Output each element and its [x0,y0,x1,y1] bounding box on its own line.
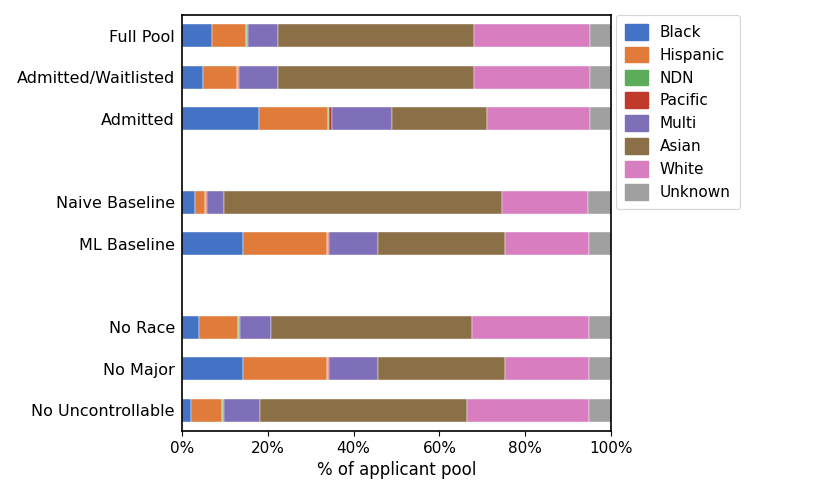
Bar [222,399,223,422]
Bar [195,191,205,214]
Bar [246,24,247,47]
Bar [474,66,590,89]
Bar [278,24,474,47]
Bar [211,24,246,47]
Bar [329,357,377,380]
Bar [271,316,472,339]
Bar [239,316,240,339]
Bar [259,107,328,130]
Bar [238,66,239,89]
Bar [244,357,327,380]
Bar [392,107,487,130]
Bar [590,66,611,89]
Bar [199,316,239,339]
Bar [468,399,589,422]
Bar [506,232,589,255]
Bar [182,357,244,380]
Bar [224,399,260,422]
Bar [590,24,611,47]
Bar [590,107,611,130]
Bar [239,66,278,89]
Bar [203,66,237,89]
Bar [182,107,259,130]
Bar [328,232,329,255]
Bar [182,232,244,255]
Bar [191,399,222,422]
Bar [502,191,588,214]
Legend: Black, Hispanic, NDN, Pacific, Multi, Asian, White, Unknown: Black, Hispanic, NDN, Pacific, Multi, As… [615,15,740,209]
Bar [224,191,502,214]
Bar [472,316,590,339]
Bar [590,316,611,339]
Bar [329,107,332,130]
Bar [237,66,238,89]
Bar [487,107,590,130]
Bar [329,232,377,255]
Bar [328,107,329,130]
Bar [247,24,248,47]
Bar [182,316,199,339]
Bar [182,24,211,47]
Bar [260,399,468,422]
Bar [589,399,611,422]
Bar [377,232,506,255]
Bar [207,191,224,214]
Bar [182,66,203,89]
Bar [248,24,278,47]
Bar [240,316,271,339]
Bar [205,191,206,214]
Bar [328,357,329,380]
Bar [206,191,207,214]
Bar [182,191,195,214]
Bar [182,399,191,422]
Bar [474,24,590,47]
Bar [327,232,328,255]
Bar [244,232,327,255]
Bar [327,357,328,380]
Bar [589,357,611,380]
Bar [332,107,392,130]
Bar [506,357,589,380]
Bar [377,357,506,380]
Bar [588,191,611,214]
Bar [589,232,611,255]
Bar [223,399,224,422]
X-axis label: % of applicant pool: % of applicant pool [317,462,476,480]
Bar [278,66,474,89]
